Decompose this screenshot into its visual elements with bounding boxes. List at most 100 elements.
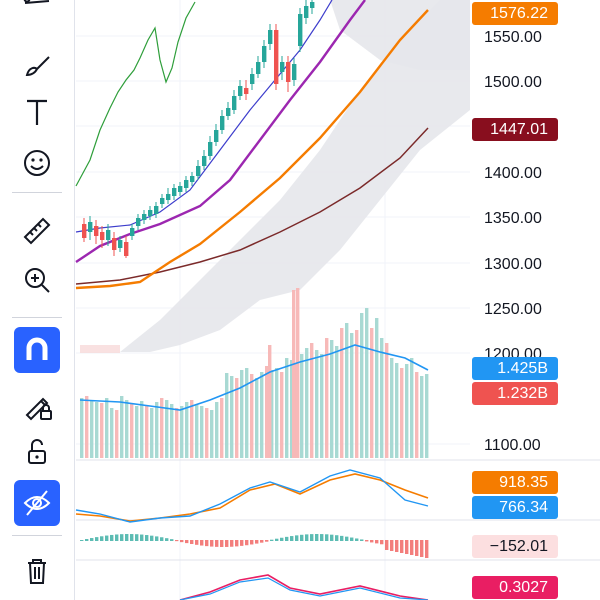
lock-drawings-icon — [25, 397, 52, 421]
volume-bar — [115, 410, 119, 458]
price-scale-label: 1400.00 — [484, 165, 542, 182]
volume-bar — [135, 406, 139, 458]
histogram-bar — [250, 540, 254, 545]
volume-bar — [265, 366, 269, 458]
volume-bar — [220, 398, 224, 458]
histogram-bar — [315, 534, 319, 541]
brush-tool-icon — [25, 56, 50, 77]
rsi-line — [75, 1, 196, 187]
unlock-button[interactable] — [14, 428, 60, 474]
histogram-bar — [365, 540, 369, 542]
histogram-bar — [85, 539, 89, 541]
hide-drawings-button[interactable] — [14, 480, 60, 526]
volume-bar — [330, 340, 334, 458]
volume-bar — [325, 338, 329, 458]
trash-button[interactable] — [14, 548, 60, 594]
emoji-tool-icon — [24, 150, 50, 176]
zoom-in-tool-button[interactable] — [14, 257, 60, 303]
volume-bar — [205, 408, 209, 458]
volume-bar — [140, 401, 144, 458]
signal-line-tag: 766.34 — [472, 496, 558, 519]
volume-bar — [100, 403, 104, 458]
trend-lines-tool-button[interactable] — [14, 0, 60, 32]
histogram-bar — [245, 540, 249, 546]
brush-tool-button[interactable] — [14, 42, 60, 88]
cloud-area-upper — [330, 0, 470, 70]
volume-bar — [380, 338, 384, 458]
volume-bar — [235, 378, 239, 458]
volume-bar — [155, 402, 159, 458]
oscillator-line — [179, 574, 429, 600]
volume-bar — [268, 345, 272, 458]
histogram-bar — [300, 534, 304, 541]
histogram-bar — [335, 535, 339, 541]
volume-bar — [350, 333, 354, 458]
candle-body — [250, 74, 255, 84]
text-tool-button[interactable] — [14, 90, 60, 136]
price-scale-label: 1300.00 — [484, 256, 542, 273]
histogram-bar — [135, 534, 139, 541]
trash-icon — [28, 559, 46, 584]
candle-body — [106, 230, 111, 240]
magnet-mode-button[interactable] — [14, 327, 60, 373]
volume-bar — [80, 345, 120, 353]
candle-body — [166, 194, 171, 200]
ema-slow-line — [75, 9, 429, 290]
histogram-bar — [320, 534, 324, 541]
emoji-tool-button[interactable] — [14, 140, 60, 186]
histogram-bar — [170, 539, 174, 541]
volume-bar — [405, 364, 409, 458]
volume-bar — [375, 318, 379, 458]
histogram-bar — [160, 537, 164, 541]
volume-bar — [225, 373, 229, 458]
candle-body — [184, 180, 189, 188]
histogram-bar — [405, 540, 409, 554]
ruler-tool-icon — [23, 217, 51, 245]
candle-body — [268, 30, 273, 44]
drawing-toolbar — [0, 0, 75, 600]
histogram-bar — [260, 540, 264, 543]
volume-bar — [215, 402, 219, 458]
histogram-bar — [395, 540, 399, 552]
histogram-bar — [115, 534, 119, 541]
candle-body — [220, 116, 225, 130]
candle-body — [304, 6, 309, 18]
histogram-bar — [285, 536, 289, 541]
candle-body — [310, 2, 315, 8]
volume-bar — [290, 360, 294, 458]
ruler-tool-button[interactable] — [14, 208, 60, 254]
histogram-bar — [190, 540, 194, 545]
histogram-bar — [220, 540, 224, 547]
volume-bar — [95, 402, 99, 458]
volume-bar — [180, 406, 184, 458]
histogram-bar — [100, 536, 104, 541]
volume-tag: 1.232B — [472, 382, 558, 405]
volume-bar — [425, 374, 429, 458]
cloud-area — [120, 0, 470, 352]
toolbar-separator — [12, 535, 62, 536]
histogram-bar — [255, 540, 259, 544]
lock-drawings-button[interactable] — [14, 382, 60, 428]
candle-body — [202, 156, 207, 166]
candle-body — [148, 210, 153, 216]
candle-body — [244, 88, 249, 94]
histogram-bar — [235, 540, 239, 547]
candle-body — [154, 206, 159, 214]
histogram-bar — [380, 540, 384, 545]
candle-body — [178, 186, 183, 192]
volume-bar — [415, 372, 419, 458]
candle-body — [88, 222, 93, 232]
volume-bar — [310, 343, 314, 458]
volume-bar — [85, 396, 89, 458]
volume-bar — [120, 396, 124, 458]
price-scale-label: 1500.00 — [484, 74, 542, 91]
volume-bar — [125, 400, 129, 458]
histogram-bar — [230, 540, 234, 547]
histogram-bar — [185, 540, 189, 544]
candle-body — [280, 62, 285, 72]
volume-bar — [320, 354, 324, 458]
candle-body — [118, 240, 123, 248]
volume-bar — [370, 328, 374, 458]
text-tool-icon — [27, 99, 47, 125]
